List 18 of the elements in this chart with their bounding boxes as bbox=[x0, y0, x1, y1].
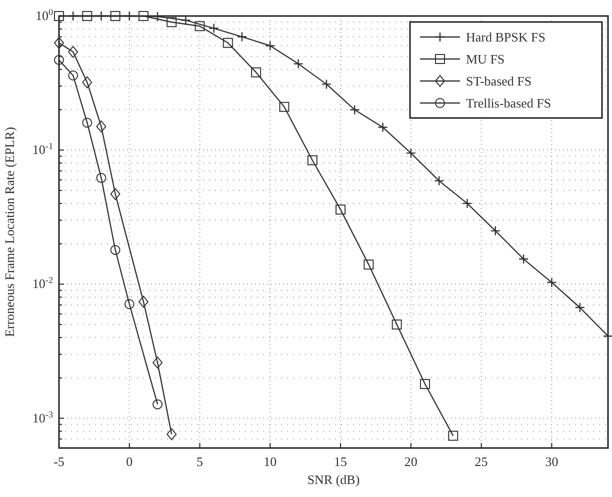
x-tick-label: 30 bbox=[545, 454, 558, 469]
y-tick-label: 10$^{-1}$ bbox=[32, 141, 53, 158]
legend-label: Trellis-based FS bbox=[466, 96, 552, 110]
legend-label: Hard BPSK FS bbox=[466, 30, 546, 44]
y-axis-title: Erroneous Frame Location Rate (EPLR) bbox=[2, 126, 17, 338]
y-tick-label: 10$^{-2}$ bbox=[32, 275, 54, 292]
x-tick-label: 20 bbox=[404, 454, 418, 469]
y-tick-label: 10$^{-3}$ bbox=[32, 409, 54, 426]
x-tick-label: 25 bbox=[474, 454, 488, 469]
x-tick-label: 15 bbox=[334, 454, 348, 469]
x-axis-title: SNR (dB) bbox=[307, 472, 360, 487]
legend-label: ST-based FS bbox=[466, 74, 532, 88]
y-tick-label: 10$^{0}$ bbox=[35, 7, 54, 23]
legend-label: MU FS bbox=[466, 52, 505, 66]
x-tick-label: 0 bbox=[126, 454, 133, 469]
x-tick-label: -5 bbox=[54, 454, 64, 469]
x-tick-label: 10 bbox=[264, 454, 277, 469]
x-tick-label: 5 bbox=[196, 454, 204, 469]
